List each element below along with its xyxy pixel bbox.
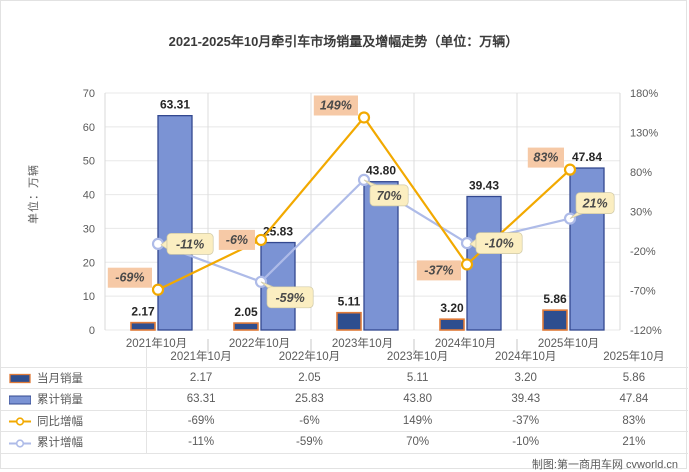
svg-text:50: 50 bbox=[83, 156, 95, 168]
svg-text:2.05: 2.05 bbox=[234, 305, 258, 319]
svg-text:2025年10月: 2025年10月 bbox=[538, 336, 599, 350]
svg-text:5.11: 5.11 bbox=[338, 295, 361, 309]
svg-text:-37%: -37% bbox=[424, 263, 453, 277]
svg-text:80%: 80% bbox=[630, 167, 652, 179]
svg-text:-69%: -69% bbox=[115, 271, 144, 285]
svg-text:47.84: 47.84 bbox=[572, 150, 602, 164]
svg-text:2023年10月: 2023年10月 bbox=[332, 336, 393, 350]
svg-text:0: 0 bbox=[89, 325, 95, 337]
svg-text:20: 20 bbox=[83, 257, 95, 269]
svg-text:149%: 149% bbox=[320, 99, 352, 113]
svg-text:2022年10月: 2022年10月 bbox=[229, 336, 290, 350]
svg-text:40: 40 bbox=[83, 190, 95, 202]
svg-text:180%: 180% bbox=[630, 88, 658, 100]
svg-text:83%: 83% bbox=[533, 151, 558, 165]
svg-text:2021年10月: 2021年10月 bbox=[126, 336, 187, 350]
svg-text:-120%: -120% bbox=[630, 325, 662, 337]
svg-text:70: 70 bbox=[83, 88, 95, 100]
svg-text:-6%: -6% bbox=[226, 233, 248, 247]
svg-text:63.31: 63.31 bbox=[160, 98, 190, 112]
svg-text:30: 30 bbox=[83, 223, 95, 235]
svg-text:39.43: 39.43 bbox=[469, 179, 499, 193]
svg-text:21%: 21% bbox=[582, 197, 608, 211]
svg-text:2.17: 2.17 bbox=[131, 305, 155, 319]
svg-text:30%: 30% bbox=[630, 207, 652, 219]
svg-text:60: 60 bbox=[83, 122, 95, 134]
svg-text:3.20: 3.20 bbox=[440, 301, 464, 315]
svg-text:2024年10月: 2024年10月 bbox=[435, 336, 496, 350]
svg-text:10: 10 bbox=[83, 291, 95, 303]
svg-text:5.86: 5.86 bbox=[543, 292, 567, 306]
svg-text:-70%: -70% bbox=[630, 286, 656, 298]
svg-text:-11%: -11% bbox=[176, 237, 204, 251]
svg-text:-20%: -20% bbox=[630, 246, 656, 258]
svg-text:43.80: 43.80 bbox=[366, 164, 396, 178]
svg-text:130%: 130% bbox=[630, 128, 658, 140]
svg-text:70%: 70% bbox=[377, 189, 402, 203]
svg-text:-59%: -59% bbox=[276, 291, 305, 305]
svg-text:-10%: -10% bbox=[485, 237, 514, 251]
